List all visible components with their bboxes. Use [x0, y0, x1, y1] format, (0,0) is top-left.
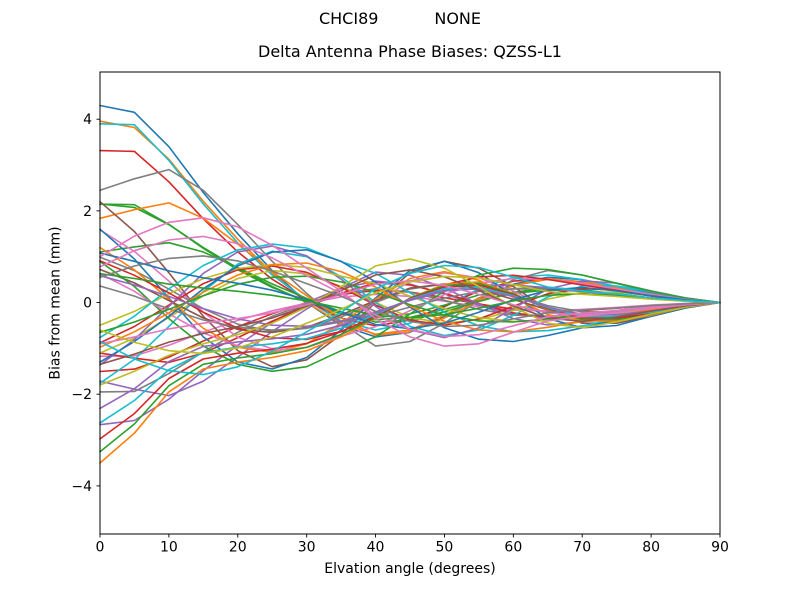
x-tick-label: 0 [96, 540, 105, 556]
series-line [99, 275, 721, 355]
y-tick-label: 0 [83, 296, 92, 312]
series-line [99, 264, 721, 376]
x-tick-label: 90 [711, 540, 729, 556]
series-line [99, 275, 721, 334]
axes-frame [99, 71, 721, 535]
x-tick-label: 50 [436, 540, 454, 556]
x-tick-label: 60 [504, 540, 522, 556]
x-axis-label: Elvation angle (degrees) [324, 561, 496, 577]
series-line [99, 255, 721, 328]
x-tick-label: 40 [367, 540, 385, 556]
series-line [99, 258, 721, 386]
series-line [99, 288, 721, 410]
y-tick-label: 2 [83, 204, 92, 220]
series-line [99, 217, 721, 347]
y-tick-label: −2 [71, 387, 92, 403]
x-tick-label: 30 [298, 540, 316, 556]
figure-title: CHCI89 NONE [318, 9, 482, 28]
series-line [99, 235, 721, 338]
y-tick-label: −4 [71, 479, 92, 495]
x-tick-label: 20 [229, 540, 247, 556]
series-line [99, 269, 721, 366]
x-tick-label: 10 [160, 540, 178, 556]
x-tick-label: 80 [642, 540, 660, 556]
x-tick-label: 70 [573, 540, 591, 556]
y-tick-label: 4 [83, 112, 92, 128]
axes-title: Delta Antenna Phase Biases: QZSS-L1 [258, 42, 562, 61]
